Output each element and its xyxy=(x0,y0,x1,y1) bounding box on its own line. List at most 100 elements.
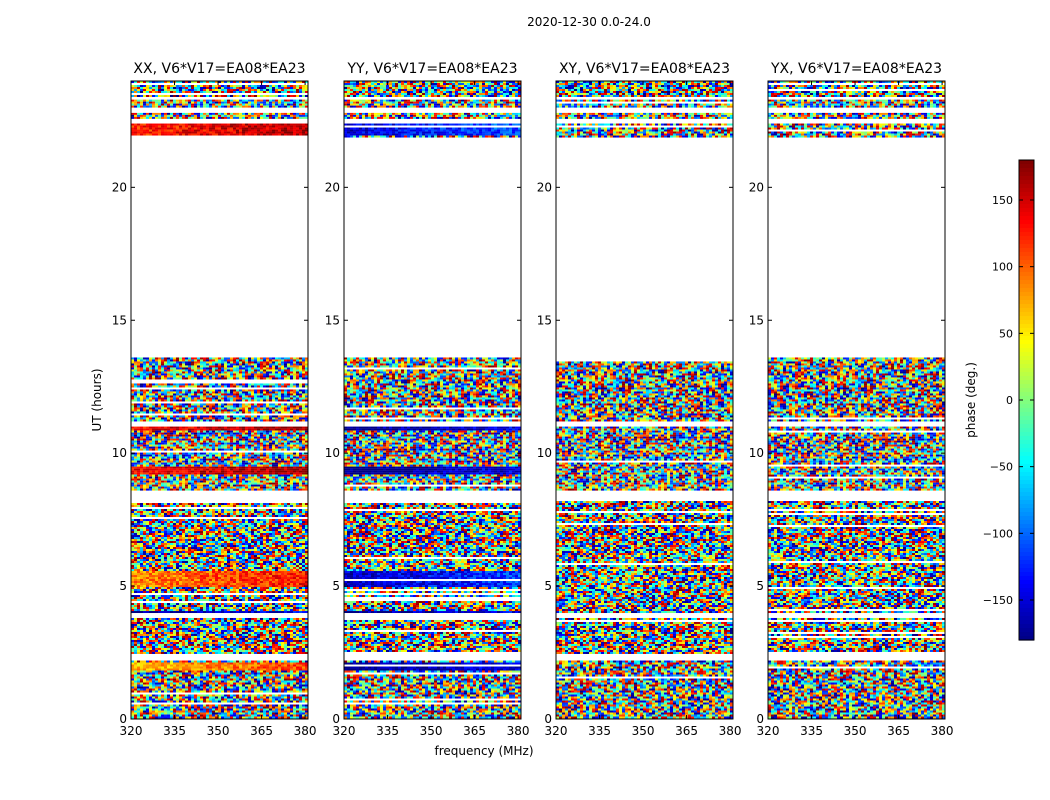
heatmap-cell xyxy=(281,660,284,663)
heatmap-cell xyxy=(164,577,167,580)
heatmap-cell xyxy=(212,680,215,683)
heatmap-cell xyxy=(236,551,239,554)
heatmap-cell xyxy=(272,511,275,514)
heatmap-cell xyxy=(305,649,308,652)
heatmap-cell xyxy=(257,513,260,516)
heatmap-cell xyxy=(233,561,236,564)
heatmap-cell xyxy=(146,641,149,644)
heatmap-cell xyxy=(212,621,215,624)
heatmap-cell xyxy=(140,547,143,550)
heatmap-cell xyxy=(269,662,272,665)
heatmap-cell xyxy=(140,533,143,536)
heatmap-cell xyxy=(161,571,164,574)
heatmap-cell xyxy=(236,676,239,679)
heatmap-cell xyxy=(251,503,254,506)
heatmap-cell xyxy=(215,684,218,687)
heatmap-cell xyxy=(152,535,155,538)
heatmap-cell xyxy=(233,672,236,675)
heatmap-cell xyxy=(140,569,143,572)
heatmap-cell xyxy=(251,559,254,562)
heatmap-cell xyxy=(197,631,200,634)
heatmap-cell xyxy=(293,647,296,650)
heatmap-cell xyxy=(218,662,221,665)
heatmap-cell xyxy=(254,535,257,538)
heatmap-cell xyxy=(170,553,173,556)
heatmap-cell xyxy=(305,694,308,697)
heatmap-cell xyxy=(224,706,227,709)
heatmap-cell xyxy=(176,571,179,574)
heatmap-cell xyxy=(227,533,230,536)
heatmap-cell xyxy=(131,686,134,689)
heatmap-cell xyxy=(275,700,278,703)
heatmap-cell xyxy=(233,635,236,638)
heatmap-cell xyxy=(269,670,272,673)
heatmap-cell xyxy=(197,684,200,687)
heatmap-cell xyxy=(230,577,233,580)
heatmap-cell xyxy=(266,664,269,667)
heatmap-cell xyxy=(131,682,134,685)
heatmap-cell xyxy=(290,676,293,679)
heatmap-cell xyxy=(278,670,281,673)
heatmap-cell xyxy=(221,503,224,506)
heatmap-cell xyxy=(218,631,221,634)
heatmap-cell xyxy=(185,698,188,701)
heatmap-cell xyxy=(236,559,239,562)
heatmap-cell xyxy=(200,639,203,642)
heatmap-cell xyxy=(155,579,158,582)
heatmap-cell xyxy=(152,668,155,671)
heatmap-cell xyxy=(305,647,308,650)
heatmap-cell xyxy=(236,511,239,514)
heatmap-cell xyxy=(149,545,152,548)
heatmap-cell xyxy=(131,635,134,638)
heatmap-cell xyxy=(293,621,296,624)
heatmap-cell xyxy=(206,639,209,642)
heatmap-cell xyxy=(263,531,266,534)
heatmap-cell xyxy=(185,505,188,508)
heatmap-cell xyxy=(254,627,257,630)
heatmap-cell xyxy=(269,698,272,701)
heatmap-cell xyxy=(179,561,182,564)
heatmap-cell xyxy=(197,561,200,564)
heatmap-cell xyxy=(185,547,188,550)
heatmap-cell xyxy=(263,700,266,703)
heatmap-cell xyxy=(245,559,248,562)
heatmap-cell xyxy=(251,700,254,703)
heatmap-cell xyxy=(287,521,290,524)
heatmap-cell xyxy=(152,577,155,580)
heatmap-cell xyxy=(266,625,269,628)
heatmap-cell xyxy=(224,549,227,552)
heatmap-cell xyxy=(206,503,209,506)
heatmap-cell xyxy=(140,670,143,673)
heatmap-cell xyxy=(161,662,164,665)
heatmap-cell xyxy=(239,583,242,586)
heatmap-cell xyxy=(167,716,170,719)
heatmap-cell xyxy=(176,666,179,669)
heatmap-cell xyxy=(263,511,266,514)
heatmap-cell xyxy=(245,529,248,532)
heatmap-cell xyxy=(152,674,155,677)
heatmap-cell xyxy=(203,509,206,512)
heatmap-cell xyxy=(209,547,212,550)
heatmap-cell xyxy=(143,684,146,687)
heatmap-cell xyxy=(206,563,209,566)
heatmap-cell xyxy=(212,577,215,580)
heatmap-cell xyxy=(206,527,209,530)
heatmap-cell xyxy=(287,629,290,632)
heatmap-cell xyxy=(284,505,287,508)
heatmap-cell xyxy=(299,575,302,578)
heatmap-cell xyxy=(233,690,236,693)
heatmap-cell xyxy=(143,545,146,548)
heatmap-cell xyxy=(239,531,242,534)
heatmap-cell xyxy=(197,682,200,685)
heatmap-cell xyxy=(179,660,182,663)
heatmap-cell xyxy=(197,686,200,689)
heatmap-cell xyxy=(227,700,230,703)
heatmap-cell xyxy=(155,545,158,548)
heatmap-cell xyxy=(221,710,224,713)
heatmap-cell xyxy=(179,549,182,552)
heatmap-cell xyxy=(173,674,176,677)
heatmap-cell xyxy=(281,565,284,568)
heatmap-cell xyxy=(212,619,215,622)
heatmap-cell xyxy=(194,672,197,675)
heatmap-cell xyxy=(179,557,182,560)
